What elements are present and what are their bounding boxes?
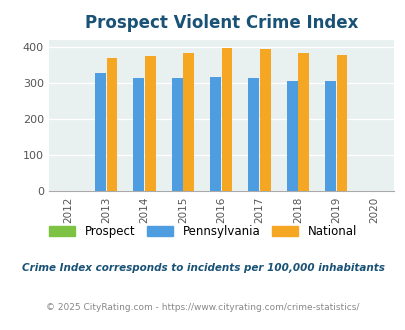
Bar — [248, 78, 259, 191]
Bar — [107, 58, 117, 191]
Bar — [221, 48, 232, 191]
Text: Crime Index corresponds to incidents per 100,000 inhabitants: Crime Index corresponds to incidents per… — [21, 263, 384, 273]
Bar — [95, 73, 106, 191]
Bar — [324, 81, 335, 191]
Legend: Prospect, Pennsylvania, National: Prospect, Pennsylvania, National — [45, 220, 360, 243]
Bar — [298, 53, 308, 191]
Bar — [210, 77, 220, 191]
Bar — [259, 49, 270, 191]
Text: © 2025 CityRating.com - https://www.cityrating.com/crime-statistics/: © 2025 CityRating.com - https://www.city… — [46, 303, 359, 312]
Title: Prospect Violent Crime Index: Prospect Violent Crime Index — [84, 15, 357, 32]
Bar — [171, 78, 182, 191]
Bar — [336, 55, 347, 191]
Bar — [183, 52, 194, 191]
Bar — [133, 78, 144, 191]
Bar — [286, 81, 297, 191]
Bar — [145, 55, 156, 191]
